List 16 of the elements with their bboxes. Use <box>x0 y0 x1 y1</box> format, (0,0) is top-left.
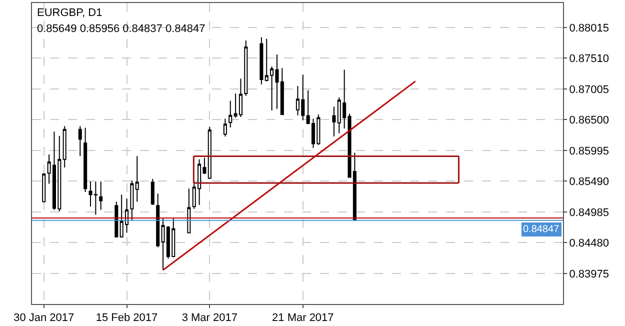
x-tick-label: 21 Mar 2017 <box>272 312 334 324</box>
x-tick-label: 3 Mar 2017 <box>182 312 238 324</box>
y-tick-label: 0.84985 <box>569 206 609 219</box>
y-tick-label: 0.86500 <box>569 114 609 127</box>
y-tick-label: 0.87510 <box>569 53 609 66</box>
y-tick-label: 0.88015 <box>569 22 609 34</box>
y-tick-label: 0.84480 <box>569 238 609 250</box>
ref-line-label: 0.84847 <box>523 224 560 235</box>
y-tick-label: 0.87005 <box>569 84 609 96</box>
chart-title: EURGBP, D1 <box>37 7 102 19</box>
y-tick-label: 0.85995 <box>569 145 609 158</box>
y-tick-label: 0.85490 <box>569 176 609 188</box>
y-tick-label: 0.83975 <box>569 268 609 280</box>
x-tick-label: 15 Feb 2017 <box>96 312 158 324</box>
x-tick-label: 30 Jan 2017 <box>14 312 74 324</box>
text: 0.85649 0.85956 0.84837 0.84847 <box>37 23 206 35</box>
